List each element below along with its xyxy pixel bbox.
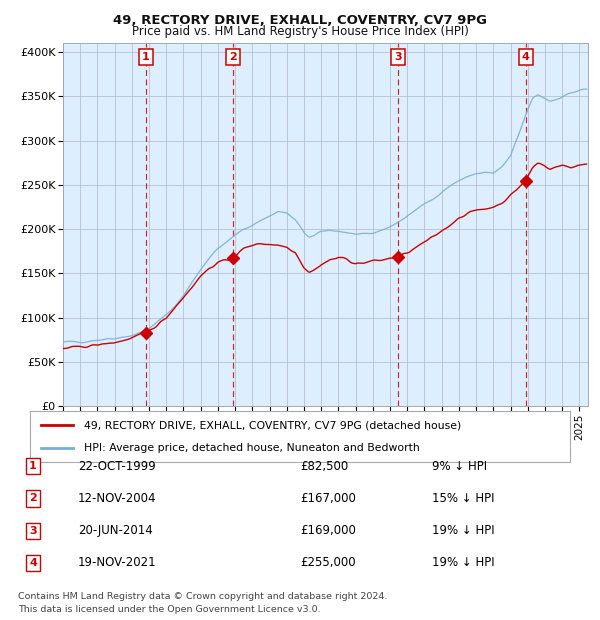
Text: HPI: Average price, detached house, Nuneaton and Bedworth: HPI: Average price, detached house, Nune… (84, 443, 420, 453)
Text: 1: 1 (29, 461, 37, 471)
Text: 9% ↓ HPI: 9% ↓ HPI (432, 460, 487, 472)
Text: 49, RECTORY DRIVE, EXHALL, COVENTRY, CV7 9PG: 49, RECTORY DRIVE, EXHALL, COVENTRY, CV7… (113, 14, 487, 27)
Text: 1: 1 (142, 51, 149, 61)
Text: 20-JUN-2014: 20-JUN-2014 (78, 525, 153, 537)
Text: 2: 2 (229, 51, 237, 61)
Text: 19-NOV-2021: 19-NOV-2021 (78, 557, 157, 569)
Text: 15% ↓ HPI: 15% ↓ HPI (432, 492, 494, 505)
Text: 22-OCT-1999: 22-OCT-1999 (78, 460, 156, 472)
Text: 3: 3 (29, 526, 37, 536)
Text: This data is licensed under the Open Government Licence v3.0.: This data is licensed under the Open Gov… (18, 604, 320, 614)
Text: 4: 4 (29, 558, 37, 568)
Text: 49, RECTORY DRIVE, EXHALL, COVENTRY, CV7 9PG (detached house): 49, RECTORY DRIVE, EXHALL, COVENTRY, CV7… (84, 420, 461, 430)
Text: 2: 2 (29, 494, 37, 503)
Text: Price paid vs. HM Land Registry's House Price Index (HPI): Price paid vs. HM Land Registry's House … (131, 25, 469, 38)
Text: 3: 3 (394, 51, 402, 61)
Text: £169,000: £169,000 (300, 525, 356, 537)
Text: £82,500: £82,500 (300, 460, 348, 472)
Text: 19% ↓ HPI: 19% ↓ HPI (432, 557, 494, 569)
Text: £255,000: £255,000 (300, 557, 356, 569)
Text: Contains HM Land Registry data © Crown copyright and database right 2024.: Contains HM Land Registry data © Crown c… (18, 592, 388, 601)
Text: £167,000: £167,000 (300, 492, 356, 505)
Text: 19% ↓ HPI: 19% ↓ HPI (432, 525, 494, 537)
Text: 4: 4 (522, 51, 530, 61)
Text: 12-NOV-2004: 12-NOV-2004 (78, 492, 157, 505)
